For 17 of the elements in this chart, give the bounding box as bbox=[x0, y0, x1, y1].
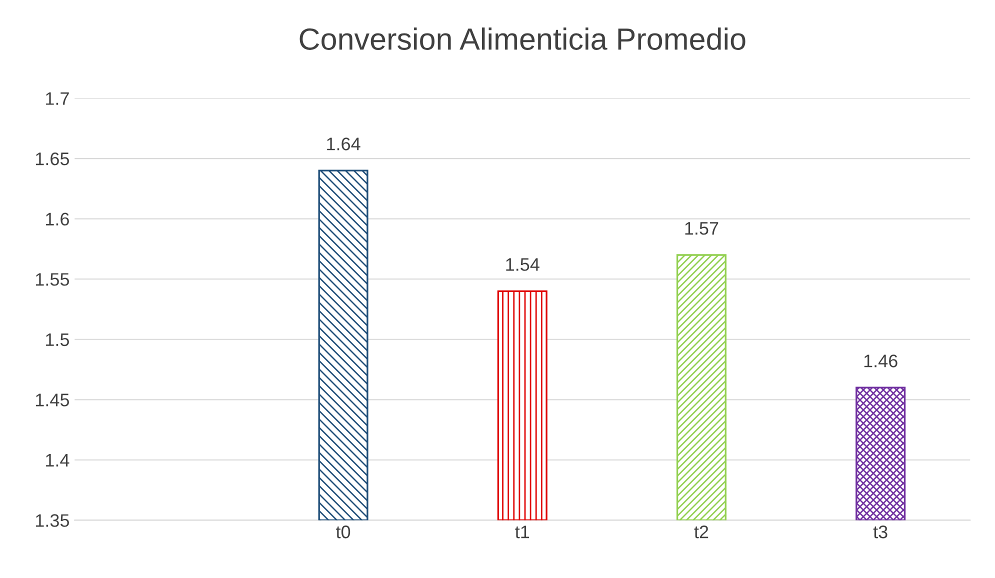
data-label: 1.54 bbox=[506, 258, 540, 271]
y-tick-label: 1.35 bbox=[36, 514, 70, 527]
y-tick-label: 1.7 bbox=[46, 92, 69, 105]
y-tick-label: 1.65 bbox=[36, 152, 70, 166]
x-tick-label: t3 bbox=[873, 526, 888, 538]
x-tick-label: t2 bbox=[694, 526, 708, 538]
data-label: 1.46 bbox=[864, 354, 898, 368]
data-label: 1.57 bbox=[685, 222, 718, 235]
y-tick-label: 1.55 bbox=[36, 273, 70, 286]
y-tick-label: 1.45 bbox=[36, 394, 70, 406]
y-tick-label: 1.6 bbox=[46, 212, 69, 226]
y-tick-label: 1.4 bbox=[46, 454, 70, 466]
y-tick-label: 1.5 bbox=[46, 333, 70, 346]
x-tick-label: t0 bbox=[336, 526, 350, 538]
chart-title: Conversion Alimenticia Promedio bbox=[300, 28, 746, 50]
data-label: 1.64 bbox=[327, 138, 360, 150]
x-tick-label: t1 bbox=[515, 526, 530, 538]
